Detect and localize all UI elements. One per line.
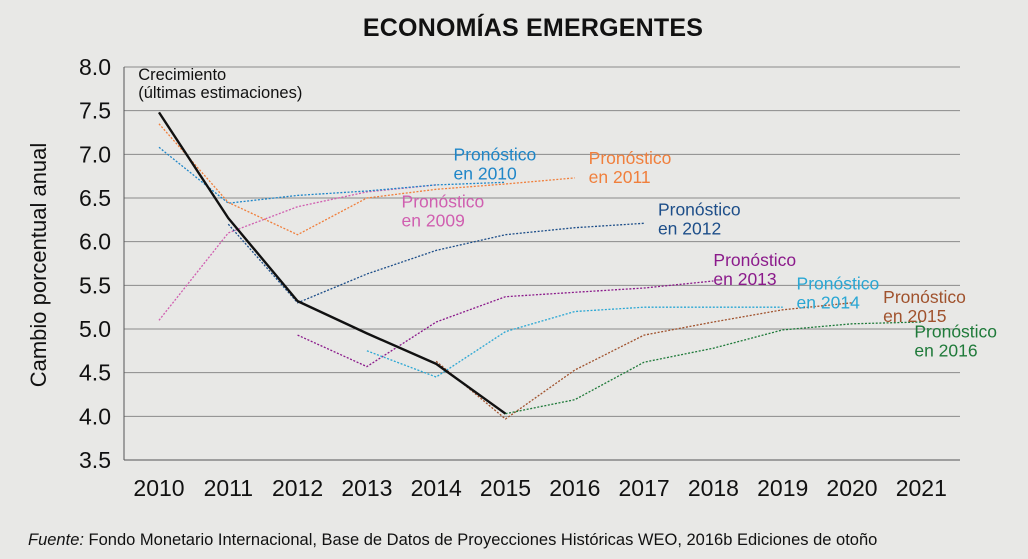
y-tick-label: 4.0	[79, 403, 111, 429]
series-label-line: Pronóstico	[914, 322, 997, 342]
series-label: Pronóstico en 2015	[883, 287, 966, 326]
x-tick-label: 2017	[619, 475, 670, 501]
x-tick-label: 2012	[272, 475, 323, 501]
series-line	[366, 306, 783, 378]
series-label-line: en 2010	[454, 163, 518, 183]
series-label-line: en 2014	[797, 293, 861, 313]
series-label: Pronóstico en 2011	[589, 148, 672, 187]
x-tick-label: 2013	[341, 475, 392, 501]
series-label-line: Pronóstico	[883, 287, 966, 307]
series-label: Pronóstico en 2016	[914, 322, 997, 361]
x-tick-label: 2016	[549, 475, 600, 501]
series-label: Crecimiento (últimas estimaciones)	[138, 66, 302, 102]
series-line	[435, 302, 853, 420]
source-note: Fuente: Fondo Monetario Internacional, B…	[28, 531, 877, 550]
series-label-line: en 2011	[589, 167, 651, 187]
series-label: Pronóstico en 2013	[713, 250, 796, 289]
source-text: Fondo Monetario Internacional, Base de D…	[83, 531, 878, 549]
x-tick-label: 2021	[896, 475, 947, 501]
y-tick-label: 7.5	[79, 98, 111, 124]
series-label-line: en 2016	[914, 341, 977, 361]
series-label-line: en 2012	[658, 218, 721, 238]
series-line	[227, 222, 645, 304]
y-tick-label: 7.0	[79, 141, 111, 167]
series-label: Pronóstico en 2012	[658, 199, 741, 238]
series-line	[158, 123, 575, 236]
y-tick-label: 4.5	[79, 360, 111, 386]
x-tick-label: 2020	[826, 475, 877, 501]
y-tick-label: 5.5	[79, 272, 111, 298]
series-line	[297, 280, 714, 368]
series-line	[505, 321, 922, 415]
y-tick-label: 5.0	[79, 316, 111, 342]
y-tick-label: 6.0	[79, 229, 111, 255]
x-tick-label: 2010	[133, 475, 184, 501]
series-label-line: en 2009	[402, 211, 465, 231]
series-label-line: (últimas estimaciones)	[138, 84, 302, 102]
series-label: Pronóstico en 2014	[797, 274, 880, 313]
x-tick-label: 2011	[204, 475, 253, 501]
y-tick-label: 8.0	[79, 54, 111, 80]
series-label-line: Pronóstico	[402, 192, 485, 212]
series-label-line: Pronóstico	[454, 144, 537, 164]
x-tick-label: 2019	[757, 475, 808, 501]
series-label-line: Pronóstico	[658, 199, 741, 219]
x-tick-label: 2014	[411, 475, 462, 501]
y-tick-label: 6.5	[79, 185, 111, 211]
chart-area: 3.5 4.0 4.5 5.0 5.5 6.0 6.5 7.0 7.5 8.0 2010 2011 20…	[79, 54, 997, 501]
series-label-line: en 2015	[883, 306, 946, 326]
series-label-line: Pronóstico	[797, 274, 880, 294]
series-label-line: Pronóstico	[589, 148, 672, 168]
series-line	[157, 111, 507, 415]
series-label-line: Crecimiento	[138, 66, 226, 84]
y-tick-label: 3.5	[79, 447, 111, 473]
x-tick-label: 2018	[688, 475, 739, 501]
source-prefix: Fuente:	[28, 531, 84, 549]
series-label-line: Pronóstico	[713, 250, 796, 270]
chart-title: ECONOMÍAS EMERGENTES	[362, 14, 704, 42]
x-tick-label: 2015	[480, 475, 531, 501]
series-label: Pronóstico en 2010	[454, 144, 537, 183]
series-label-line: en 2013	[713, 269, 776, 289]
series-label: Pronóstico en 2009	[402, 192, 485, 231]
